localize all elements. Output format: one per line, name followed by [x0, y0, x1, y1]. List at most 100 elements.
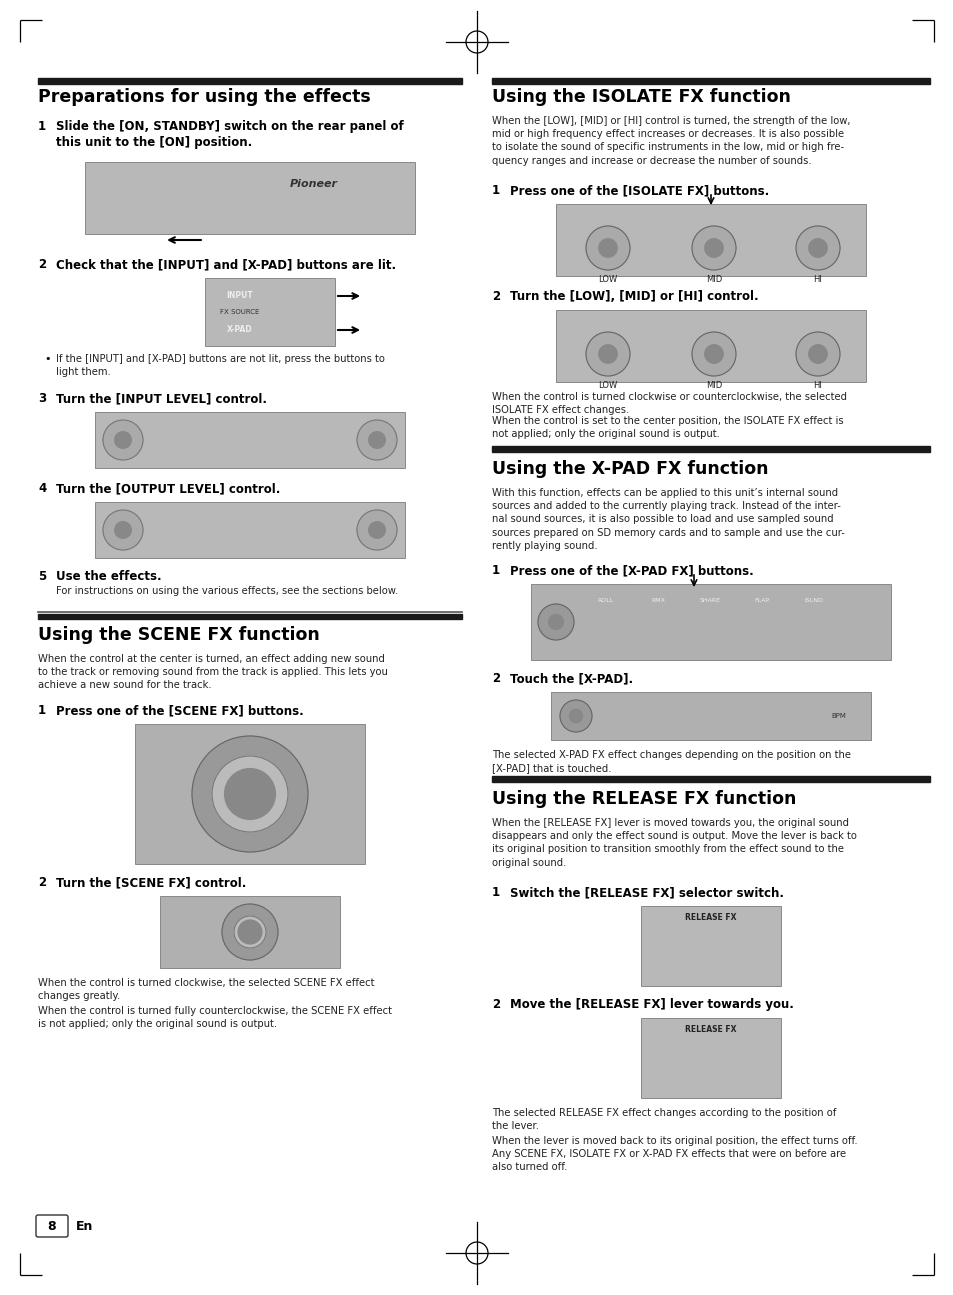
Bar — [325, 431, 333, 449]
Bar — [689, 592, 729, 610]
Bar — [640, 906, 781, 985]
Text: Preparations for using the effects: Preparations for using the effects — [38, 88, 371, 106]
Bar — [665, 929, 755, 976]
Bar — [585, 616, 835, 651]
Bar — [182, 524, 190, 535]
Circle shape — [598, 238, 618, 258]
Bar — [790, 208, 825, 221]
Circle shape — [230, 774, 270, 815]
Bar — [585, 592, 625, 610]
Text: Slide the [ON, STANDBY] switch on the rear panel of
this unit to the [ON] positi: Slide the [ON, STANDBY] switch on the re… — [56, 120, 403, 149]
Text: Press one of the [X-PAD FX] buttons.: Press one of the [X-PAD FX] buttons. — [510, 565, 753, 578]
Bar — [741, 592, 781, 610]
Bar — [670, 936, 690, 951]
Bar — [236, 435, 245, 445]
Circle shape — [568, 708, 582, 723]
Bar — [855, 592, 883, 648]
Text: For instructions on using the various effects, see the sections below.: For instructions on using the various ef… — [56, 587, 397, 596]
Bar — [248, 524, 255, 535]
Circle shape — [356, 510, 396, 550]
Bar — [699, 936, 719, 951]
Text: When the control is turned fully counterclockwise, the SCENE FX effect
is not ap: When the control is turned fully counter… — [38, 1006, 392, 1030]
Text: When the control is set to the center position, the ISOLATE FX effect is
not app: When the control is set to the center po… — [492, 416, 842, 439]
Bar — [303, 521, 311, 539]
Text: 1: 1 — [492, 886, 499, 899]
Bar — [236, 524, 245, 535]
Bar — [292, 521, 299, 539]
Bar — [670, 1068, 690, 1083]
Bar — [492, 445, 929, 452]
Bar — [258, 524, 267, 535]
Bar — [248, 435, 255, 445]
Bar — [665, 1040, 755, 1088]
Circle shape — [547, 614, 563, 631]
Text: •: • — [44, 354, 51, 364]
Text: Pioneer: Pioneer — [290, 179, 337, 189]
Text: 1: 1 — [38, 704, 46, 717]
Bar — [38, 78, 461, 84]
Text: 2: 2 — [38, 875, 46, 888]
Text: En: En — [76, 1220, 93, 1233]
Circle shape — [691, 227, 735, 269]
Text: X-PAD: X-PAD — [227, 325, 253, 334]
Bar — [571, 315, 605, 328]
Circle shape — [233, 777, 267, 811]
Bar — [556, 310, 865, 382]
Bar — [726, 1068, 746, 1083]
Bar — [204, 524, 212, 535]
Bar — [85, 162, 415, 234]
Text: When the [LOW], [MID] or [HI] control is turned, the strength of the low,
mid or: When the [LOW], [MID] or [HI] control is… — [492, 117, 850, 166]
Text: 2: 2 — [492, 998, 499, 1011]
Bar — [680, 315, 716, 328]
Text: Using the ISOLATE FX function: Using the ISOLATE FX function — [492, 88, 790, 106]
Text: 2: 2 — [492, 672, 499, 685]
Bar — [625, 208, 660, 221]
Text: Press one of the [ISOLATE FX] buttons.: Press one of the [ISOLATE FX] buttons. — [510, 184, 768, 197]
Text: Move the [RELEASE FX] lever towards you.: Move the [RELEASE FX] lever towards you. — [510, 998, 793, 1011]
Text: RMX: RMX — [650, 598, 664, 603]
Bar — [492, 78, 929, 84]
Bar — [292, 431, 299, 449]
Bar — [95, 412, 405, 467]
Bar — [335, 521, 344, 539]
Bar — [95, 502, 405, 558]
Bar — [270, 524, 277, 535]
Text: When the control is turned clockwise, the selected SCENE FX effect
changes great: When the control is turned clockwise, th… — [38, 978, 375, 1001]
Bar — [551, 692, 870, 739]
Bar — [735, 208, 770, 221]
Text: Check that the [INPUT] and [X-PAD] buttons are lit.: Check that the [INPUT] and [X-PAD] butto… — [56, 258, 395, 271]
Circle shape — [103, 510, 143, 550]
Text: 1: 1 — [492, 184, 499, 197]
Bar — [680, 208, 716, 221]
Text: RELEASE FX: RELEASE FX — [684, 913, 736, 922]
Text: 8: 8 — [48, 1220, 56, 1233]
Bar — [335, 431, 344, 449]
Bar — [640, 1018, 781, 1098]
Text: LOW: LOW — [598, 381, 617, 390]
Bar — [226, 435, 233, 445]
Text: The selected X-PAD FX effect changes depending on the position on the
[X-PAD] th: The selected X-PAD FX effect changes dep… — [492, 750, 850, 773]
Bar — [205, 278, 335, 346]
Bar — [214, 435, 223, 445]
Circle shape — [585, 227, 629, 269]
Circle shape — [192, 736, 308, 852]
Text: When the control at the center is turned, an effect adding new sound
to the trac: When the control at the center is turned… — [38, 654, 388, 690]
Text: ROLL: ROLL — [598, 598, 614, 603]
Text: Turn the [SCENE FX] control.: Turn the [SCENE FX] control. — [56, 875, 246, 888]
Bar — [281, 524, 289, 535]
Text: Use the effects.: Use the effects. — [56, 570, 161, 583]
Circle shape — [241, 785, 258, 803]
Text: Touch the [X-PAD].: Touch the [X-PAD]. — [510, 672, 633, 685]
Text: MID: MID — [705, 381, 721, 390]
Bar — [258, 435, 267, 445]
Bar — [605, 701, 821, 732]
Circle shape — [537, 603, 574, 640]
Text: When the [RELEASE FX] lever is moved towards you, the original sound
disappears : When the [RELEASE FX] lever is moved tow… — [492, 818, 856, 868]
Bar — [214, 524, 223, 535]
Text: MID: MID — [705, 275, 721, 284]
Bar — [303, 431, 311, 449]
Bar — [625, 315, 660, 328]
Text: Using the RELEASE FX function: Using the RELEASE FX function — [492, 790, 796, 808]
Text: When the lever is moved back to its original position, the effect turns off.
Any: When the lever is moved back to its orig… — [492, 1136, 857, 1172]
Circle shape — [559, 701, 592, 732]
